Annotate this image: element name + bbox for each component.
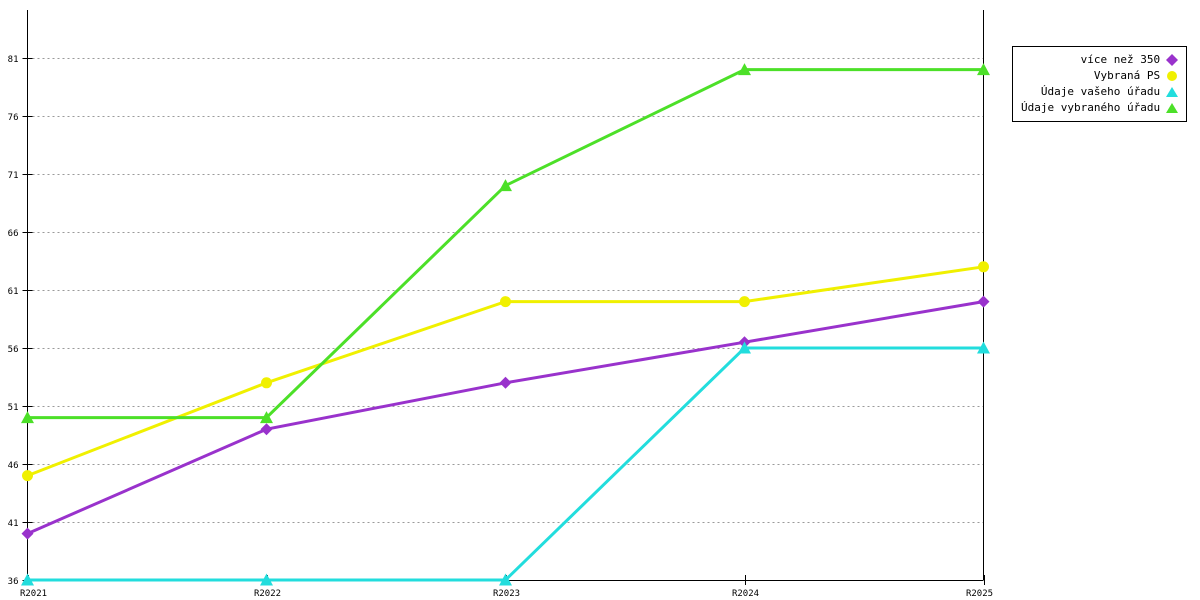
data-point-triangle: [260, 573, 273, 586]
y-tick-labels: 36 41 46 51 56 61 66 71 76 81: [8, 55, 19, 587]
data-point-triangle: [977, 341, 990, 354]
data-point-circle: [739, 296, 750, 308]
y-tick-label: 66: [8, 229, 19, 239]
legend-marker-diamond-icon: [1166, 54, 1179, 66]
x-tick-label: R2024: [732, 589, 759, 599]
data-point-diamond: [977, 295, 990, 308]
legend-marker-circle-icon: [1166, 70, 1178, 82]
legend-marker-triangle-icon: [1166, 86, 1179, 98]
y-tick-label: 61: [8, 287, 19, 297]
data-point-diamond: [260, 423, 273, 436]
chart-legend: více než 350 Vybraná PS Údaje vašeho úřadu…: [1012, 46, 1188, 122]
data-point-triangle: [21, 573, 34, 586]
data-point-markers: [21, 63, 990, 586]
legend-item[interactable]: Vybraná PS: [1021, 68, 1178, 84]
y-tick-label: 81: [8, 55, 19, 65]
x-tick-label: R2022: [254, 589, 281, 599]
data-point-triangle: [21, 411, 34, 424]
data-point-circle: [22, 470, 33, 482]
data-point-diamond: [499, 376, 512, 389]
y-tick-label: 51: [8, 403, 19, 413]
y-tick-label: 46: [8, 461, 19, 471]
data-point-triangle: [499, 179, 512, 192]
legend-item-label: Údaje vybraného úřadu: [1021, 101, 1161, 114]
data-point-circle: [500, 296, 511, 308]
legend-item[interactable]: Údaje vybraného úřadu: [1021, 100, 1179, 116]
y-tick-label: 56: [8, 345, 19, 355]
y-tick-label: 76: [8, 113, 19, 123]
y-tick-label: 71: [8, 171, 19, 181]
x-tick-label: R2025: [966, 589, 993, 599]
x-tick-label: R2023: [493, 589, 520, 599]
y-tick-marks: [22, 57, 33, 582]
y-tick-label: 41: [8, 519, 19, 529]
axis-lines: [26, 10, 985, 582]
data-point-triangle: [738, 341, 751, 354]
legend-item-label: Údaje vašeho úřadu: [1040, 85, 1161, 98]
legend-item-label: více než 350: [1080, 53, 1161, 66]
x-tick-label: R2021: [20, 589, 47, 599]
y-tick-label: 36: [8, 577, 19, 587]
data-point-triangle: [977, 63, 990, 76]
data-point-circle: [261, 377, 272, 389]
data-point-triangle: [499, 573, 512, 586]
data-series: [26, 68, 984, 582]
data-point-triangle: [260, 411, 273, 424]
series-line: [27, 68, 984, 420]
legend-item[interactable]: Údaje vašeho úřadu: [1021, 84, 1179, 100]
x-tick-labels: R2021 R2022 R2023 R2024 R2025: [20, 589, 993, 599]
gridlines: [27, 58, 984, 581]
data-point-circle: [978, 261, 989, 273]
data-point-triangle: [738, 63, 751, 76]
legend-item-label: Vybraná PS: [1093, 69, 1161, 82]
legend-item[interactable]: více než 350: [1021, 52, 1179, 68]
legend-marker-triangle-icon: [1166, 102, 1179, 114]
data-point-diamond: [21, 527, 34, 540]
